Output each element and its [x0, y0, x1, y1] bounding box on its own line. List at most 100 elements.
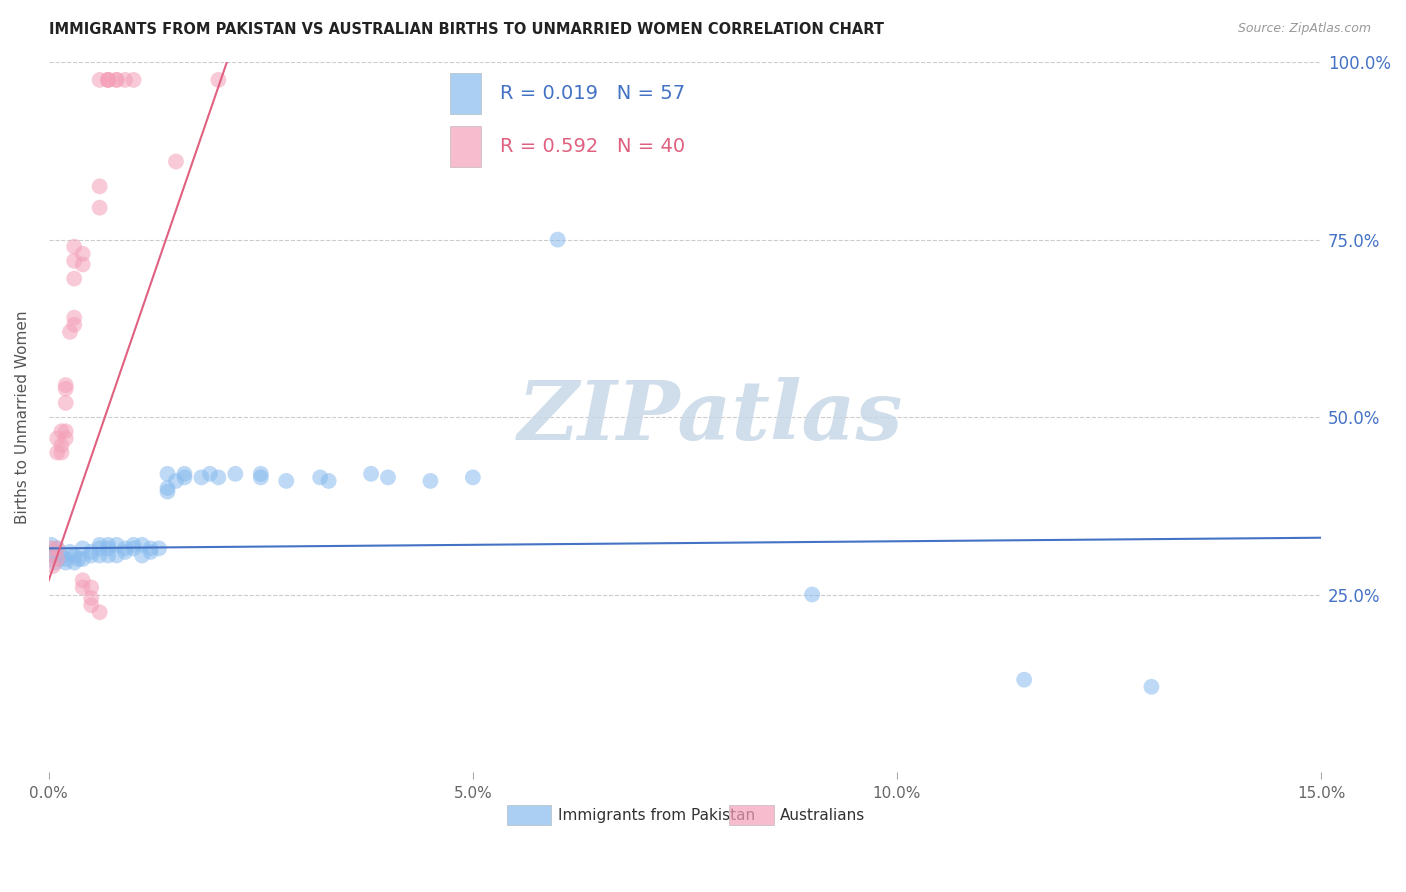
Point: [190, 470, 212, 484]
Point: [173, 467, 195, 481]
Point: [131, 549, 153, 563]
Point: [97, 549, 120, 563]
Text: Australians: Australians: [780, 808, 866, 822]
Point: [63, 253, 86, 268]
Point: [131, 538, 153, 552]
Point: [97, 73, 120, 87]
FancyBboxPatch shape: [450, 73, 481, 114]
Text: Immigrants from Pakistan: Immigrants from Pakistan: [558, 808, 755, 822]
Point: [72, 552, 94, 566]
Point: [89, 549, 111, 563]
Point: [89, 73, 111, 87]
Point: [44, 545, 66, 559]
FancyBboxPatch shape: [450, 126, 481, 167]
Point: [309, 470, 332, 484]
Point: [801, 587, 824, 601]
Point: [105, 73, 128, 87]
Text: ZIPatlas: ZIPatlas: [517, 377, 903, 457]
Point: [72, 247, 94, 261]
Point: [114, 545, 136, 559]
Point: [97, 73, 120, 87]
Point: [55, 556, 77, 570]
Point: [46, 541, 69, 556]
Point: [80, 598, 103, 612]
Point: [156, 484, 179, 499]
Point: [55, 424, 77, 438]
Point: [39, 538, 62, 552]
Point: [105, 538, 128, 552]
Point: [139, 541, 162, 556]
Point: [114, 73, 136, 87]
Point: [207, 73, 229, 87]
Point: [55, 552, 77, 566]
Point: [1140, 680, 1163, 694]
Point: [89, 541, 111, 556]
Point: [105, 73, 128, 87]
Point: [39, 541, 62, 556]
FancyBboxPatch shape: [506, 805, 551, 825]
Point: [198, 467, 221, 481]
Point: [89, 538, 111, 552]
Point: [156, 467, 179, 481]
Point: [63, 556, 86, 570]
Y-axis label: Births to Unmarried Women: Births to Unmarried Women: [15, 310, 30, 524]
Point: [207, 470, 229, 484]
Point: [80, 591, 103, 605]
Point: [80, 545, 103, 559]
Point: [122, 541, 145, 556]
Point: [51, 445, 73, 459]
Point: [461, 470, 484, 484]
Point: [63, 240, 86, 254]
Text: R = 0.019   N = 57: R = 0.019 N = 57: [501, 84, 686, 103]
Point: [42, 559, 65, 574]
Point: [55, 378, 77, 392]
Point: [51, 549, 73, 563]
Point: [80, 581, 103, 595]
Point: [318, 474, 340, 488]
Point: [48, 552, 70, 566]
Point: [156, 481, 179, 495]
Point: [122, 73, 145, 87]
Point: [72, 581, 94, 595]
Point: [122, 538, 145, 552]
Point: [72, 541, 94, 556]
Point: [42, 549, 65, 563]
Point: [55, 396, 77, 410]
Point: [165, 474, 187, 488]
Point: [249, 470, 271, 484]
Point: [224, 467, 246, 481]
Point: [51, 424, 73, 438]
Point: [114, 541, 136, 556]
Point: [419, 474, 441, 488]
Point: [46, 445, 69, 459]
Point: [89, 201, 111, 215]
Point: [89, 605, 111, 619]
Point: [63, 310, 86, 325]
Point: [46, 431, 69, 445]
Point: [67, 552, 90, 566]
Point: [173, 470, 195, 484]
Point: [80, 549, 103, 563]
Text: R = 0.592   N = 40: R = 0.592 N = 40: [501, 137, 686, 156]
Point: [97, 73, 120, 87]
Point: [59, 545, 82, 559]
Point: [547, 233, 569, 247]
Point: [97, 541, 120, 556]
Point: [63, 549, 86, 563]
Point: [59, 325, 82, 339]
Point: [377, 470, 399, 484]
Point: [276, 474, 298, 488]
Point: [89, 179, 111, 194]
Point: [63, 271, 86, 285]
Point: [51, 438, 73, 452]
Point: [55, 431, 77, 445]
Text: IMMIGRANTS FROM PAKISTAN VS AUSTRALIAN BIRTHS TO UNMARRIED WOMEN CORRELATION CHA: IMMIGRANTS FROM PAKISTAN VS AUSTRALIAN B…: [49, 22, 884, 37]
Point: [63, 318, 86, 332]
Point: [360, 467, 382, 481]
Text: Source: ZipAtlas.com: Source: ZipAtlas.com: [1237, 22, 1371, 36]
Point: [72, 574, 94, 588]
Point: [97, 538, 120, 552]
Point: [165, 154, 187, 169]
Point: [46, 541, 69, 556]
Point: [1012, 673, 1035, 687]
